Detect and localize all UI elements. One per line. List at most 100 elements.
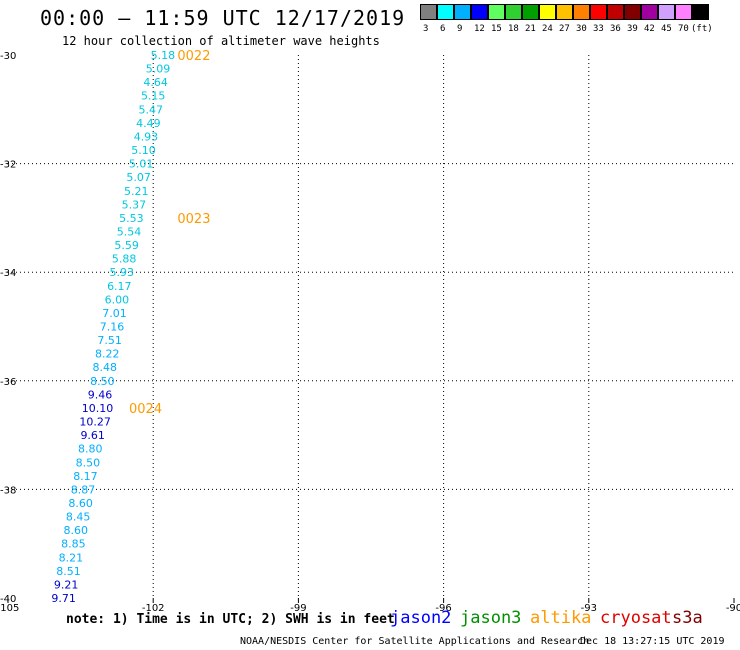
pass-time-label: 0023: [177, 212, 210, 227]
wave-height-label: 6.17: [107, 280, 132, 293]
satellite-name: cryosat: [600, 608, 672, 628]
wave-height-label: 9.46: [88, 388, 113, 401]
generated-timestamp: Dec 18 13:27:15 UTC 2019: [580, 636, 725, 647]
wave-height-label: 9.61: [80, 429, 105, 442]
wave-height-label: 8.87: [71, 483, 96, 496]
wave-height-label: 5.10: [131, 144, 156, 157]
legend-label: 15: [491, 24, 502, 34]
wave-height-label: 8.80: [78, 443, 103, 456]
wave-height-label: 5.15: [141, 90, 166, 103]
lat-tick-label: -38: [0, 485, 16, 496]
legend-label: 45: [661, 24, 672, 34]
wave-height-label: 5.09: [146, 63, 171, 76]
wave-height-label: 7.01: [102, 307, 127, 320]
legend-label: 9: [457, 24, 463, 34]
legend-swatch: [471, 4, 488, 20]
legend-label: 36: [610, 24, 621, 34]
legend-label: 21: [525, 24, 536, 34]
wave-height-label: 8.50: [90, 375, 115, 388]
pass-time-label: 0022: [177, 49, 210, 64]
legend-swatch: [590, 4, 607, 20]
wave-height-label: 8.50: [76, 456, 101, 469]
wave-height-label: 5.18: [151, 49, 176, 62]
legend-swatch: [420, 4, 437, 20]
lat-tick-label: -32: [0, 160, 16, 171]
wave-height-label: 5.47: [139, 103, 164, 116]
legend-label: 27: [559, 24, 570, 34]
lat-tick-label: -34: [0, 268, 16, 279]
legend-swatch: [488, 4, 505, 20]
legend-swatch: [607, 4, 624, 20]
legend-label: 6: [440, 24, 446, 34]
wave-height-label: 5.37: [122, 198, 147, 211]
satellite-name: jason2: [390, 608, 452, 628]
legend-label: 42: [644, 24, 655, 34]
wave-height-label: 8.85: [61, 538, 86, 551]
wave-height-label: 9.71: [51, 592, 76, 605]
lat-tick-label: -40: [0, 594, 16, 605]
wave-height-label: 4.93: [134, 130, 159, 143]
legend-label: 12: [474, 24, 485, 34]
wave-height-label: 10.10: [82, 402, 114, 415]
wave-height-label: 5.21: [124, 185, 149, 198]
lon-tick-label: -105: [0, 603, 19, 614]
wave-height-label: 8.60: [64, 524, 89, 537]
legend-swatch: [658, 4, 675, 20]
legend-label: 33: [593, 24, 604, 34]
legend-label: 30: [576, 24, 587, 34]
wave-height-label: 8.48: [93, 361, 118, 374]
legend-label: 24: [542, 24, 553, 34]
legend-swatch: [641, 4, 658, 20]
legend-swatch: [522, 4, 539, 20]
lat-tick-label: -30: [0, 51, 16, 62]
wave-height-label: 10.27: [79, 416, 111, 429]
lon-tick-label: -99: [290, 603, 306, 614]
legend-swatch: [624, 4, 641, 20]
wave-height-label: 8.17: [73, 470, 98, 483]
lon-tick-label: -96: [435, 603, 451, 614]
satellite-name: s3a: [672, 608, 703, 628]
wave-height-label: 5.53: [119, 212, 144, 225]
lon-tick-label: -102: [142, 603, 165, 614]
wave-height-label: 7.51: [97, 334, 122, 347]
legend-swatch: [539, 4, 556, 20]
wave-height-label: 4.49: [136, 117, 161, 130]
wave-height-label: 4.64: [143, 76, 168, 89]
lon-tick-label: -90: [726, 603, 740, 614]
credit-line: NOAA/NESDIS Center for Satellite Applica…: [240, 636, 590, 647]
wave-height-label: 5.93: [109, 266, 134, 279]
footnote: note: 1) Time is in UTC; 2) SWH is in fe…: [66, 612, 395, 627]
wave-height-label: 8.60: [68, 497, 93, 510]
wave-height-label: 9.21: [54, 578, 79, 591]
wave-height-label: 5.59: [114, 239, 139, 252]
legend-swatch: [454, 4, 471, 20]
satellite-name: altika: [530, 608, 592, 628]
legend-label: 18: [508, 24, 519, 34]
wave-height-label: 8.22: [95, 348, 120, 361]
wave-height-label: 5.01: [129, 158, 154, 171]
legend-label: 3: [423, 24, 429, 34]
map-title: 00:00 – 11:59 UTC 12/17/2019: [40, 6, 406, 30]
satellite-name: jason3: [460, 608, 522, 628]
legend-swatch: [505, 4, 522, 20]
wave-height-label: 8.21: [59, 551, 84, 564]
pass-time-label: 0024: [129, 402, 162, 417]
wave-height-label: 5.88: [112, 253, 137, 266]
legend-swatch: [692, 4, 709, 20]
legend-swatch: [556, 4, 573, 20]
lat-tick-label: -36: [0, 377, 16, 388]
legend-label: 39: [627, 24, 638, 34]
legend-label: 70: [678, 24, 689, 34]
map-subtitle: 12 hour collection of altimeter wave hei…: [62, 34, 380, 48]
legend-label: (ft): [691, 24, 713, 34]
wave-height-label: 8.45: [66, 511, 91, 524]
legend-swatch: [437, 4, 454, 20]
wave-height-label: 7.16: [100, 321, 125, 334]
legend-swatch: [573, 4, 590, 20]
lon-tick-label: -93: [581, 603, 597, 614]
wave-height-label: 8.51: [56, 565, 81, 578]
wave-height-label: 5.54: [117, 225, 142, 238]
wave-height-label: 5.07: [126, 171, 151, 184]
wave-height-label: 6.00: [105, 293, 130, 306]
